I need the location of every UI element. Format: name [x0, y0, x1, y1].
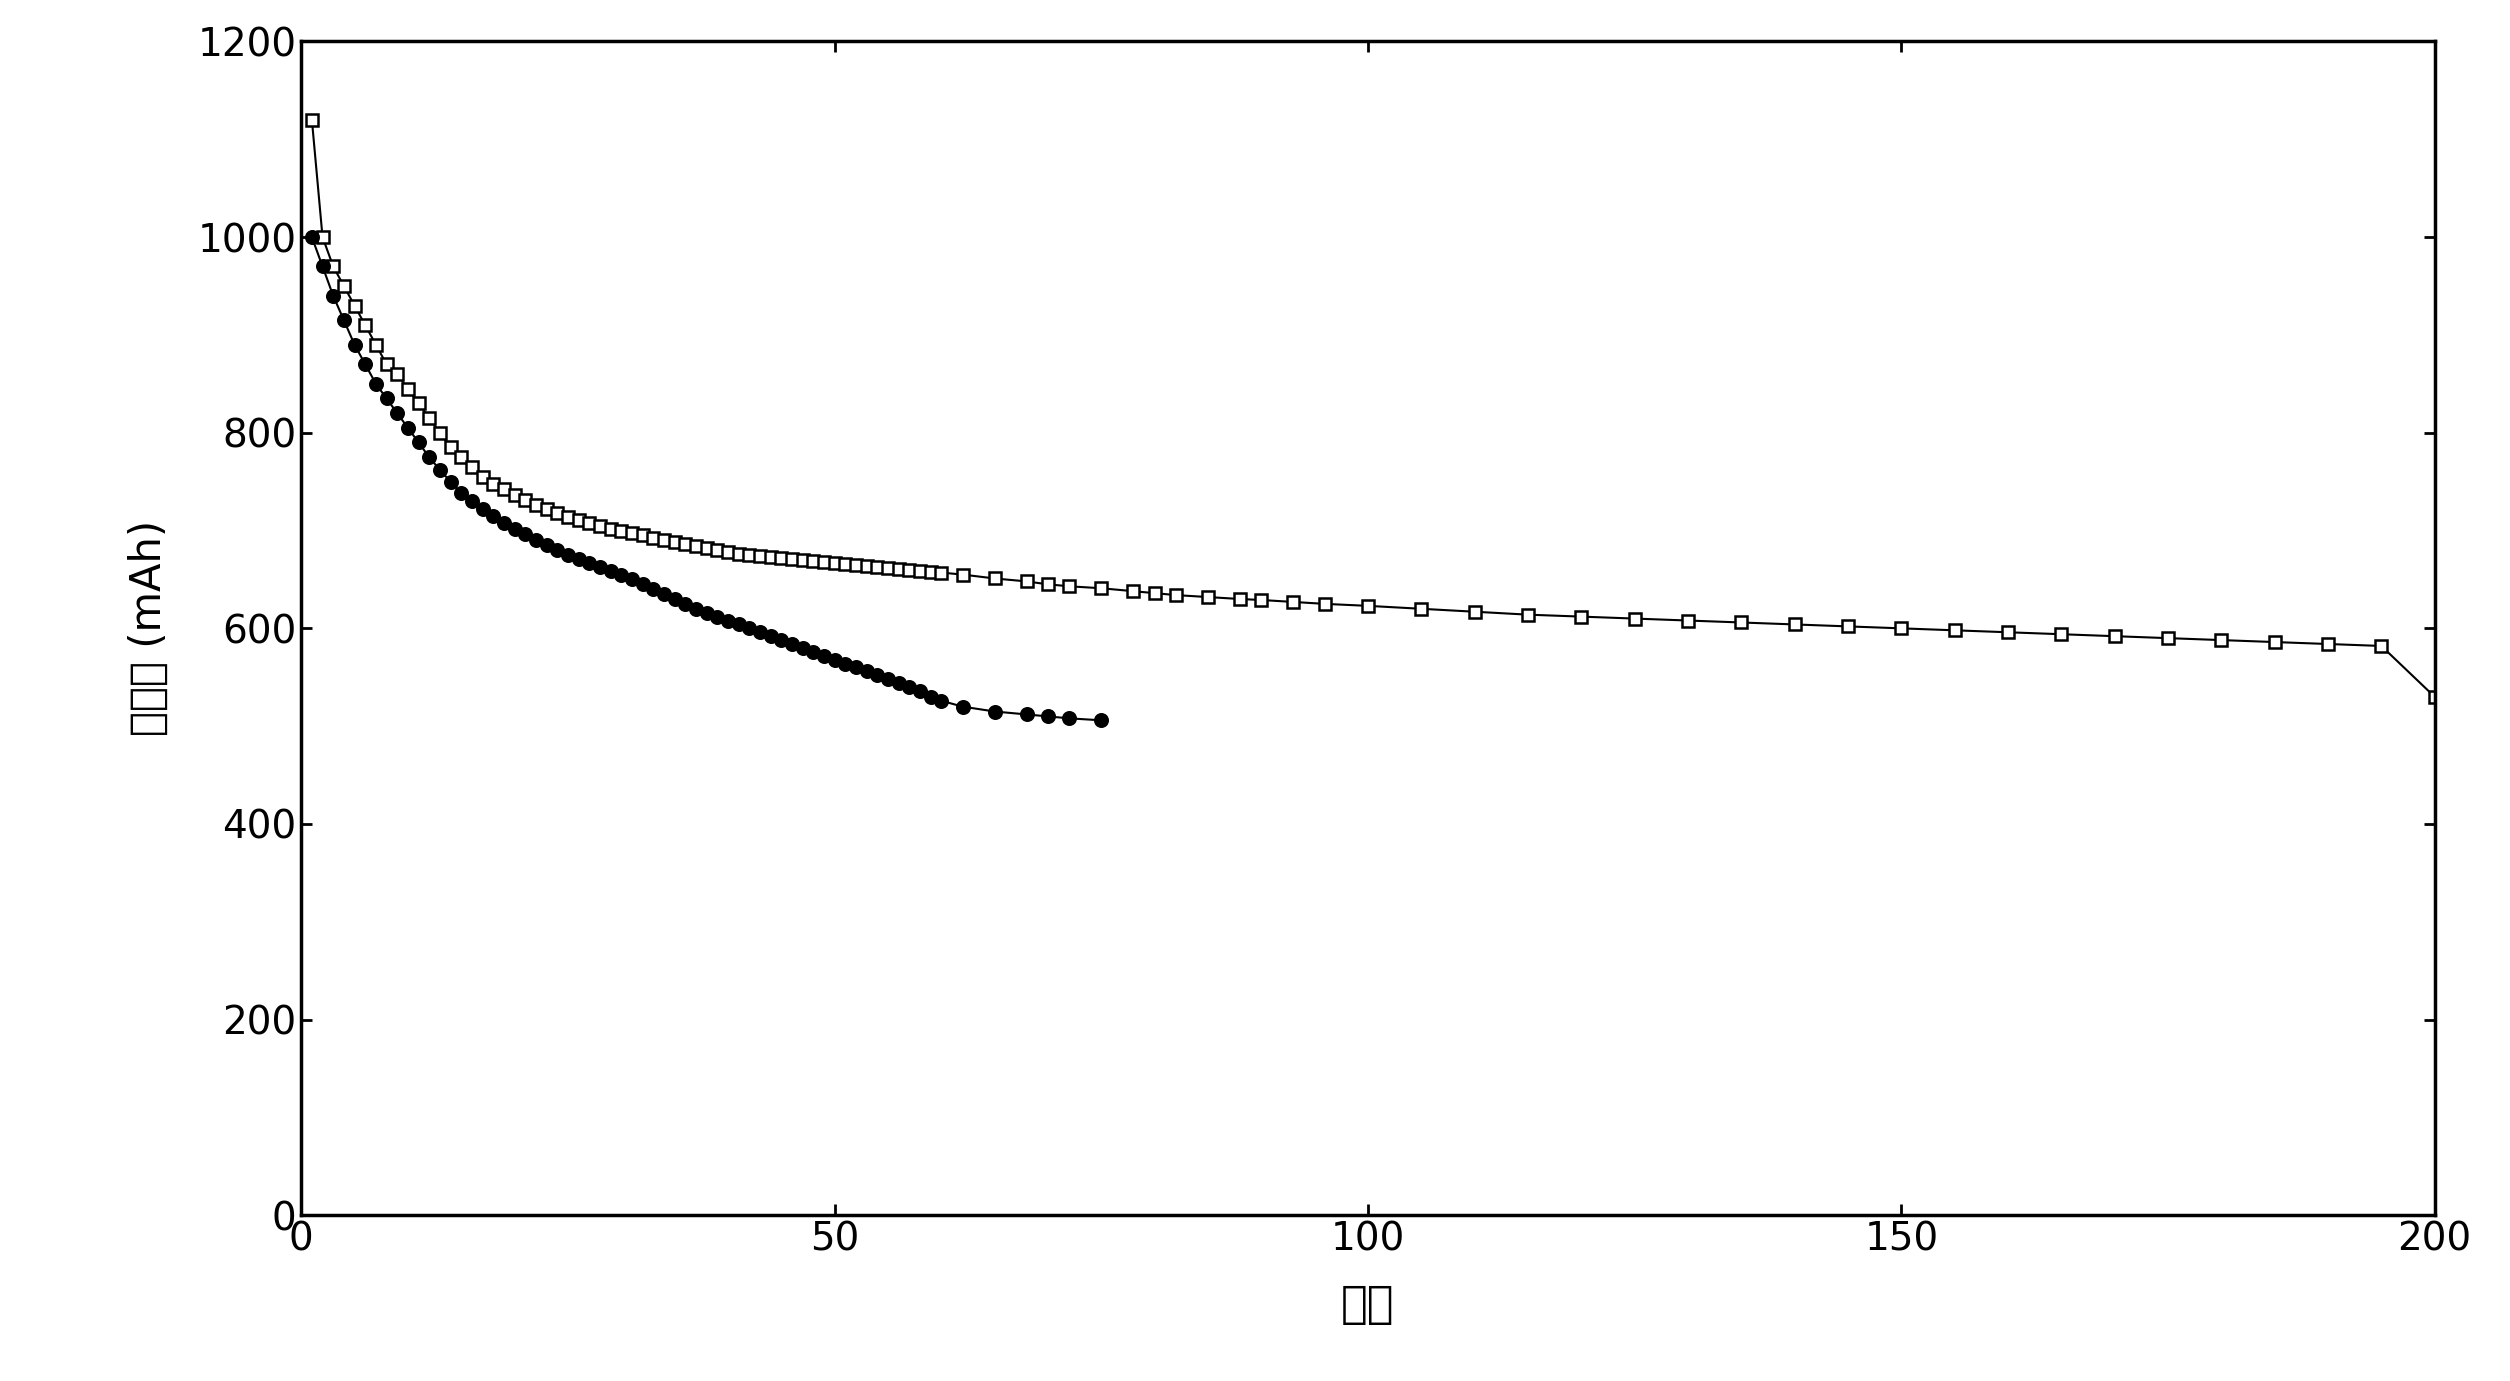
X-axis label: 循环: 循环	[1340, 1283, 1396, 1326]
Y-axis label: 放电量 (mAh): 放电量 (mAh)	[128, 521, 171, 736]
